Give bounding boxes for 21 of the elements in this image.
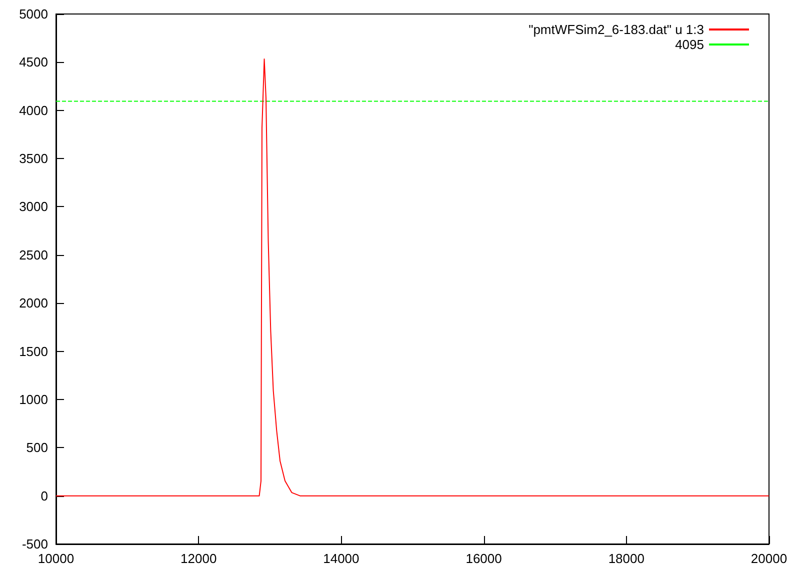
x-tick-label: 18000	[608, 551, 644, 566]
legend-label: "pmtWFSim2_6-183.dat" u 1:3	[528, 22, 704, 37]
y-tick-label: 0	[40, 488, 48, 504]
y-tick-label: 500	[26, 440, 48, 456]
x-tick-label: 14000	[323, 551, 360, 566]
legend-label: 4095	[675, 37, 704, 52]
x-tick-label: 12000	[180, 551, 217, 566]
y-tick-label: 3000	[19, 199, 48, 214]
y-tick-label: 4500	[19, 54, 48, 70]
y-tick-label: 2000	[19, 296, 48, 311]
y-tick-label: 1500	[19, 344, 48, 359]
x-tick-label: 10000	[38, 551, 74, 566]
x-tick-label: 20000	[750, 551, 788, 566]
line-series	[56, 58, 770, 496]
y-tick-label: 5000	[19, 6, 48, 22]
y-tick-label: -500	[22, 536, 48, 552]
y-tick-label: 3500	[19, 151, 48, 166]
y-tick-label: 2500	[19, 247, 48, 262]
y-tick-label: 1000	[19, 392, 48, 407]
y-tick-label: 4000	[19, 102, 48, 118]
x-tick-label: 16000	[466, 551, 502, 566]
